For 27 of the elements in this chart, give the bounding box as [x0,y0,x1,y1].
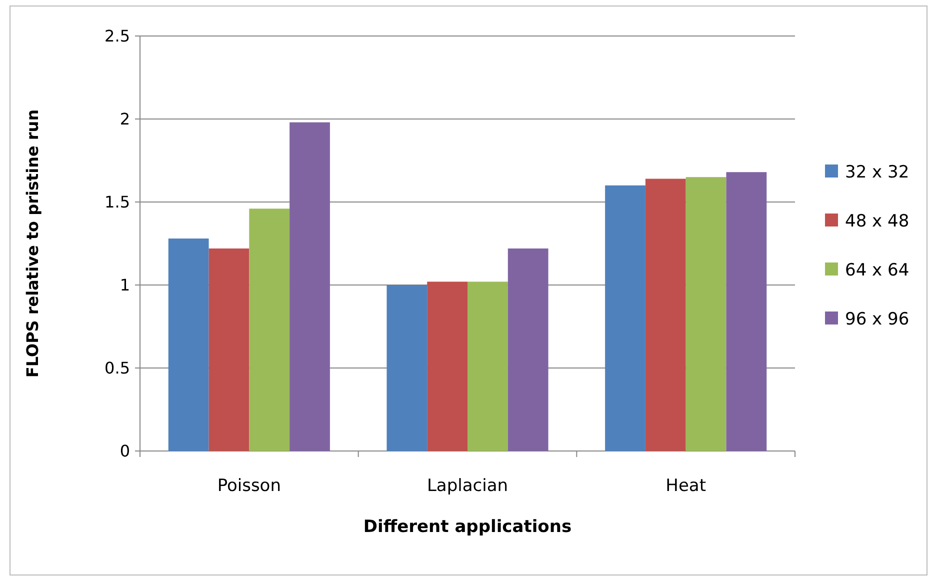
bar [249,208,290,451]
bar [290,122,330,451]
legend-label: 96 x 96 [845,309,910,330]
y-axis-title: FLOPS relative to pristine run [23,109,42,378]
y-tick-label: 1.5 [104,192,130,212]
bar [508,248,548,451]
y-tick-label: 1 [120,276,130,295]
bar [726,172,767,451]
legend-label: 48 x 48 [845,211,910,232]
x-tick-label: Laplacian [426,476,508,496]
x-tick-label: Poisson [217,476,282,496]
bar [686,177,726,451]
bar [427,282,468,451]
y-tick-label: 0.5 [104,358,130,378]
legend-label: 32 x 32 [845,162,910,182]
bar [605,185,646,451]
bar [168,238,209,451]
bar [386,285,428,451]
y-tick-label: 2 [120,110,130,129]
bar [208,248,250,451]
x-tick-label: Heat [666,476,706,496]
legend-label: 64 x 64 [845,260,910,280]
bar [468,282,508,451]
bar [645,178,686,451]
y-tick-label: 0 [120,442,130,461]
x-axis-title: Different applications [363,517,572,537]
y-tick-label: 2.5 [104,26,130,46]
